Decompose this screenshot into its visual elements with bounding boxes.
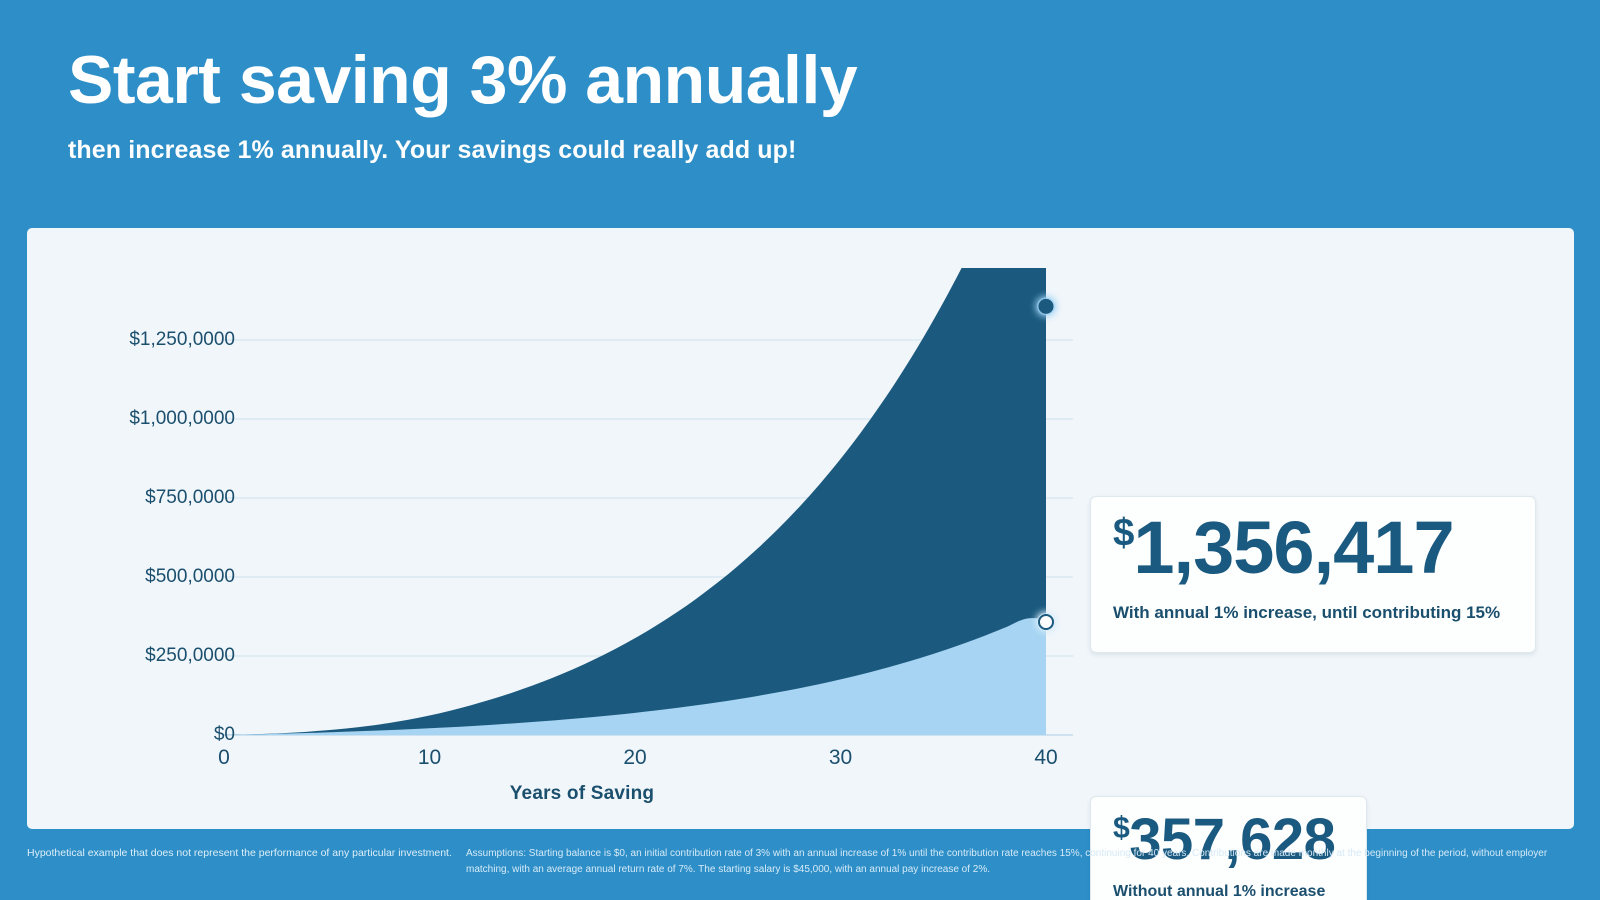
chart-card: $0 $250,0000 $500,0000 $750,0000 $1,000,0000… [27,228,1574,900]
currency-symbol: $ [1113,811,1130,845]
footnote-disclaimer: Hypothetical example that does not repre… [27,847,452,859]
x-tick-label: 10 [417,746,442,769]
callout-description-without-increase: Without annual 1% increase [1113,883,1326,900]
footnote-assumptions: Assumptions: Starting balance is $0, an … [466,848,1548,875]
x-tick-label: 40 [1034,746,1058,769]
area-with-increase [224,268,1046,735]
y-tick-label: $250,0000 [145,645,235,666]
endpoint-marker-with-increase [1038,298,1054,314]
y-axis-tick-labels: $0 $250,0000 $500,0000 $750,0000 $1,000,0000… [87,228,235,829]
page-subtitle: then increase 1% annually. Your savings … [68,136,797,164]
area-without-increase [224,618,1046,735]
amount-value: 1,356,417 [1133,506,1454,589]
x-tick-label: 30 [828,746,853,769]
page-title: Start saving 3% annually [68,42,858,118]
callout-amount-with-increase: $1,356,417 [1113,511,1515,585]
endpoint-marker-without-increase [1038,613,1054,630]
chart-plot-area: $0 $250,0000 $500,0000 $750,0000 $1,000,0000… [27,228,1574,829]
x-tick-label: 20 [623,746,647,769]
y-tick-label: $750,0000 [145,487,235,508]
x-axis-title: Years of Saving [509,783,655,804]
callout-amount-without-increase: $357,628 [1113,811,1346,869]
savings-area-chart [224,268,1073,736]
y-tick-label: $1,000,0000 [129,408,235,429]
x-tick-label: 0 [218,746,230,769]
amount-value: 357,628 [1129,807,1336,872]
y-tick-label: $0 [213,724,235,745]
y-tick-label: $500,0000 [145,566,235,587]
currency-symbol: $ [1113,511,1134,555]
callout-with-increase: $1,356,417 With annual 1% increase, unti… [1090,496,1536,653]
header: Start saving 3% annually then increase 1… [68,46,1268,165]
y-tick-label: $1,250,0000 [129,329,235,350]
callout-without-increase: $357,628 Without annual 1% increase [1090,796,1367,900]
callout-description-with-increase: With annual 1% increase, until contribut… [1113,603,1501,622]
